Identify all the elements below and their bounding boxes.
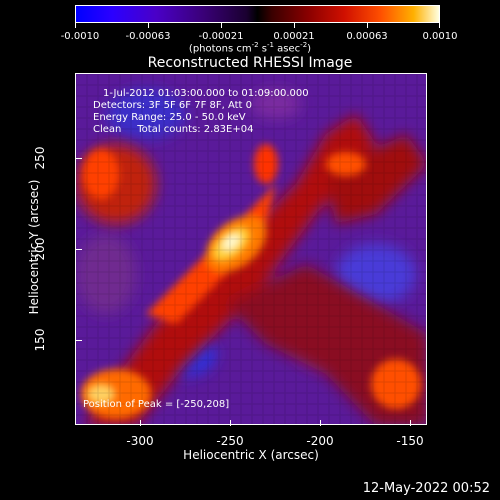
image-title: Reconstructed RHESSI Image [147, 55, 353, 71]
colorbar-tick: 0.0010 [422, 31, 458, 42]
detectors-label: Detectors: 3F 5F 6F 7F 8F, Att 0 [93, 100, 253, 111]
y-tick: 250 [33, 146, 47, 170]
x-tick: -250 [216, 434, 244, 448]
colorbar-tick: -0.00021 [198, 31, 244, 42]
colorbar-units: (photons cm-2 s-1 asec-2) [188, 41, 312, 55]
time-range-label: 1-Jul-2012 01:03:00.000 to 01:09:00.000 [103, 88, 309, 99]
clean-counts-label: Clean Total counts: 2.83E+04 [93, 124, 254, 135]
colorbar-tick: 0.00021 [273, 31, 315, 42]
x-axis-label: Heliocentric X (arcsec) [183, 448, 319, 462]
x-tick: -150 [396, 434, 424, 448]
y-axis-label: Heliocentric Y (arcsec) [27, 179, 41, 315]
x-tick: -200 [306, 434, 334, 448]
colorbar [75, 5, 440, 23]
rhessi-image: 1-Jul-2012 01:03:00.000 to 01:09:00.000 … [75, 73, 427, 425]
x-tick: -300 [126, 434, 154, 448]
colorbar-tick: -0.00063 [125, 31, 171, 42]
energy-range-label: Energy Range: 25.0 - 50.0 keV [93, 112, 246, 123]
colorbar-tick: -0.0010 [60, 31, 100, 42]
y-tick: 150 [33, 328, 47, 352]
timestamp: 12-May-2022 00:52 [362, 481, 490, 496]
colorbar-tick: 0.00063 [346, 31, 388, 42]
peak-position-label: Position of Peak = [-250,208] [83, 399, 230, 410]
